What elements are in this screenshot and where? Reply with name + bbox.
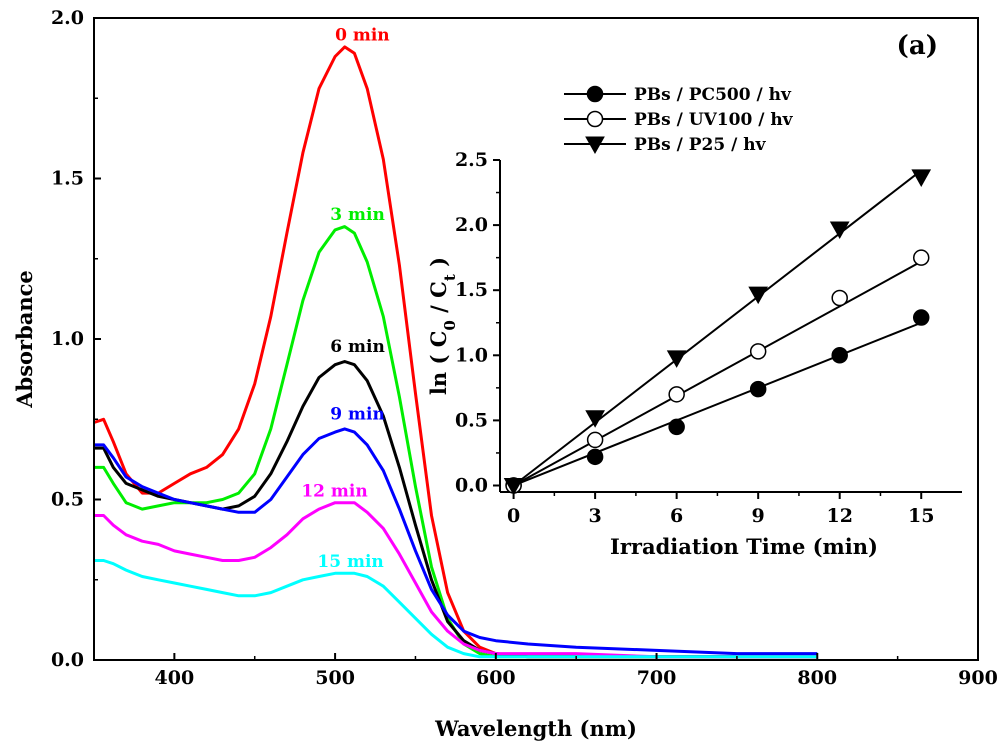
inset-point-2-0 (503, 477, 524, 496)
main-y-tick-label: 2.0 (51, 7, 84, 29)
absorbance-curve-5 (94, 559, 818, 659)
inset-point-0-5 (912, 309, 930, 326)
inset-point-2-3 (748, 286, 769, 305)
main-y-axis-title: Absorbance (12, 270, 37, 409)
inset-point-2-5 (911, 169, 932, 187)
main-x-tick-label: 800 (797, 667, 837, 689)
curve-label: 0 min (335, 25, 390, 45)
inset-point-1-3 (749, 343, 767, 360)
main-y-tick-label: 0.5 (51, 489, 84, 511)
curve-label: 6 min (330, 337, 385, 357)
inset-x-tick-label: 12 (826, 505, 852, 527)
panel-label: (a) (897, 31, 938, 61)
main-x-tick-label: 900 (958, 667, 998, 689)
legend-marker (586, 85, 604, 103)
main-x-tick-label: 600 (476, 667, 516, 689)
inset-y-tick-label: 1.5 (455, 279, 488, 301)
inset-x-tick-label: 3 (589, 505, 602, 527)
inset-point-1-1 (586, 431, 604, 449)
legend-marker (586, 110, 604, 128)
inset-fit-line-2 (512, 169, 922, 487)
inset-y-tick-label: 0.0 (455, 474, 488, 496)
inset-y-tick-label: 1.0 (455, 344, 488, 366)
inset-x-axis-title: Irradiation Time (min) (610, 534, 878, 559)
inset-axis-ticks: 0 3 6 9 12 15 0.0 0.5 1.0 1.5 2.0 2.5 (455, 149, 935, 527)
inset-point-1-4 (831, 289, 848, 307)
inset-y-tick-label: 0.5 (455, 409, 488, 431)
inset-point-0-2 (668, 418, 685, 436)
legend-label: PBs / P25 / hv (634, 135, 767, 155)
main-x-tick-label: 500 (315, 667, 355, 689)
inset-legend: PBs / PC500 / hv PBs / UV100 / hv PBs / P2… (564, 85, 794, 155)
inset-point-2-4 (829, 221, 850, 240)
inset-fit-line-1 (513, 260, 922, 487)
inset-x-tick-label: 0 (507, 505, 520, 527)
legend-label: PBs / PC500 / hv (634, 85, 792, 105)
absorbance-curve-4 (94, 501, 818, 659)
main-plot: 400 500 600 700 800 900 0.0 0.5 1.0 1.5 2.0 0 min 3… (12, 7, 998, 741)
inset-x-tick-label: 9 (752, 505, 765, 527)
inset-point-1-2 (668, 386, 685, 403)
main-x-tick-label: 700 (637, 667, 677, 689)
curve-label: 12 min (301, 481, 367, 501)
inset-y-tick-label: 2.0 (455, 214, 488, 236)
main-y-tick-label: 1.5 (51, 168, 84, 190)
inset-plot: 0 3 6 9 12 15 0.0 0.5 1.0 1.5 2.0 2.5 PBs / PC500 /… (426, 85, 962, 559)
inset-point-0-1 (586, 448, 604, 466)
inset-point-0-4 (831, 347, 848, 364)
main-axis-ticks: 400 500 600 700 800 900 0.0 0.5 1.0 1.5 2.0 (51, 7, 998, 689)
inset-x-tick-label: 15 (908, 505, 934, 527)
inset-fit-line-0 (513, 321, 922, 487)
inset-point-0-3 (749, 380, 767, 398)
main-x-tick-label: 400 (155, 667, 195, 689)
curve-label: 9 min (330, 404, 385, 424)
main-x-axis-title: Wavelength (nm) (434, 716, 637, 741)
main-y-tick-label: 1.0 (51, 328, 84, 350)
inset-axes (499, 160, 962, 493)
legend-marker (585, 136, 605, 155)
inset-point-2-1 (585, 410, 605, 428)
inset-point-1-5 (912, 249, 930, 266)
inset-y-axis-title: ln ( C0 / Ct ) (426, 257, 459, 395)
main-curves (93, 45, 818, 659)
inset-y-tick-label: 2.5 (455, 149, 488, 171)
inset-point-2-2 (666, 350, 687, 368)
main-curve-labels: 0 min 3 min 6 min 9 min 12 min 15 min (301, 25, 389, 571)
inset-series (503, 169, 932, 496)
inset-x-tick-label: 6 (670, 505, 683, 527)
main-y-tick-label: 0.0 (51, 649, 84, 671)
absorbance-curve-3 (94, 427, 818, 656)
curve-label: 3 min (330, 205, 385, 225)
legend-label: PBs / UV100 / hv (634, 110, 794, 130)
curve-label: 15 min (317, 552, 383, 572)
main-plot-frame (93, 17, 979, 661)
